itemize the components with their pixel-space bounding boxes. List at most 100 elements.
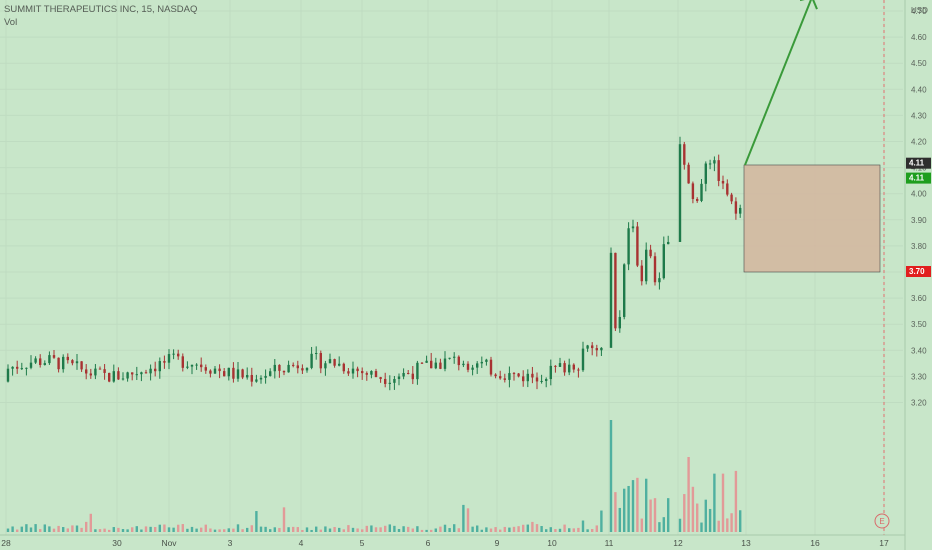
candle-body (476, 363, 479, 368)
volume-bar (264, 526, 267, 532)
y-tick-label: 4.30 (911, 111, 927, 120)
volume-bar (351, 527, 355, 532)
volume-bar (549, 527, 552, 532)
volume-bar (57, 525, 60, 532)
volume-bar (39, 529, 42, 532)
projection-arrow[interactable] (744, 0, 812, 166)
candle-body (595, 348, 598, 351)
candle-body (591, 345, 594, 349)
volume-bar (29, 527, 33, 532)
candle-body (658, 278, 661, 283)
volume-bar (98, 529, 102, 532)
candle-body (388, 382, 391, 384)
candle-body (315, 353, 318, 355)
candle-body (374, 371, 378, 378)
y-tick-label: 3.20 (911, 399, 927, 408)
candle-body (89, 373, 92, 376)
candle-body (227, 367, 230, 377)
volume-bar (241, 529, 244, 532)
candle-body (416, 362, 419, 380)
candle-body (365, 373, 368, 375)
candle-body (730, 194, 733, 202)
candle-body (324, 363, 327, 369)
candle-body (462, 363, 465, 366)
candle-body (586, 345, 589, 349)
candle-body (623, 264, 626, 317)
volume-bar (591, 528, 594, 532)
volume-bar (717, 520, 720, 532)
candle-body (678, 144, 682, 242)
volume-bar (71, 525, 74, 532)
volume-bar (305, 527, 309, 532)
volume-bar (397, 528, 401, 532)
volume-bar (540, 526, 543, 532)
volume-bar (218, 529, 221, 532)
volume-bar (704, 499, 707, 532)
candle-body (218, 368, 221, 372)
volume-bar (52, 528, 56, 532)
candle-body (94, 368, 97, 376)
candle-body (361, 371, 364, 374)
y-tick-label: 4.50 (911, 59, 927, 68)
volume-bar (448, 528, 451, 532)
candle-body (6, 368, 10, 382)
candle-body (149, 368, 152, 374)
volume-bar (416, 526, 419, 532)
candle-body (526, 373, 529, 382)
candle-body (667, 241, 670, 245)
volume-bar (94, 529, 97, 532)
candle-body (204, 367, 207, 371)
volume-bar (324, 526, 327, 532)
candle-body (717, 160, 720, 181)
volume-bar (149, 526, 152, 532)
candle-body (85, 369, 88, 374)
volume-bar (430, 529, 433, 532)
candle-body (549, 365, 552, 380)
volume-bar (640, 518, 643, 532)
volume-bar (34, 524, 37, 532)
volume-bar (503, 526, 506, 532)
candle-body (721, 180, 725, 184)
volume-bar (66, 528, 69, 532)
candle-body (305, 367, 309, 371)
candle-body (135, 374, 138, 376)
volume-bar (734, 470, 738, 532)
volume-bar (319, 529, 322, 532)
candle-body (25, 367, 28, 369)
volume-bar (259, 526, 263, 532)
projection-arrow-head (799, 0, 818, 10)
volume-bar (11, 526, 14, 532)
x-tick-label: 10 (547, 538, 557, 548)
volume-bar (494, 527, 497, 532)
volume-bar (522, 524, 525, 532)
volume-bar (43, 524, 46, 532)
candle-body (250, 374, 253, 382)
price-axis: 4.704.604.504.404.304.204.104.003.903.80… (904, 0, 931, 550)
candle-body (117, 371, 120, 380)
volume-bar (508, 527, 511, 532)
earnings-marker[interactable] (874, 513, 890, 529)
x-tick-label: 12 (673, 538, 683, 548)
candle-body (545, 379, 548, 381)
candle-body (66, 356, 69, 361)
candle-body (126, 372, 129, 379)
candle-body (618, 316, 621, 329)
candle-body (466, 363, 470, 370)
candle-body (631, 226, 635, 229)
x-tick-label: 11 (605, 538, 614, 548)
candle-body (351, 368, 355, 374)
candle-body (577, 369, 580, 371)
volume-bar (310, 529, 313, 532)
candle-body (499, 376, 502, 379)
volume-bar (200, 527, 203, 532)
volume-bar (204, 524, 207, 532)
vol-label: Vol (4, 17, 18, 28)
risk-zone-box[interactable] (743, 164, 881, 273)
candle-body (278, 364, 281, 371)
volume-bar (726, 518, 729, 532)
volume-bar (190, 526, 194, 532)
volume-bar (365, 525, 368, 532)
candle-body (535, 377, 539, 382)
candle-body (734, 201, 738, 214)
